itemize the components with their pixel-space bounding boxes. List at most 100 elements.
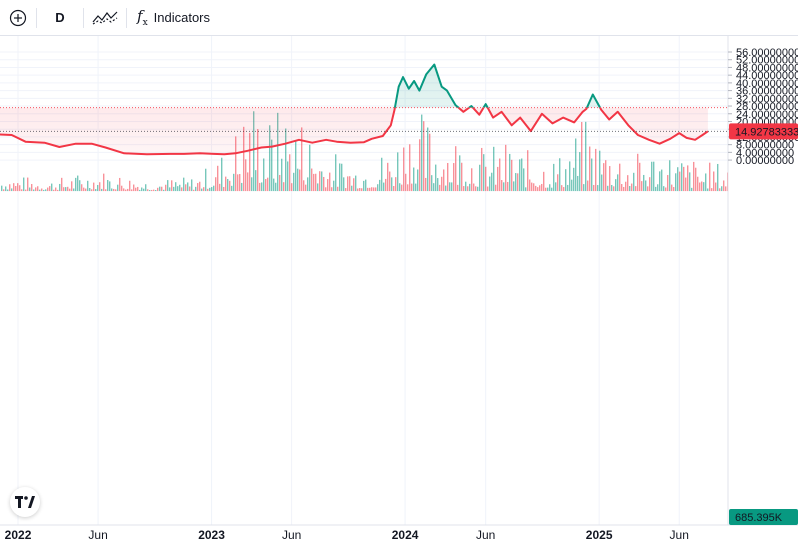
add-symbol-button[interactable] [0, 0, 36, 36]
volume-bar [647, 186, 649, 192]
volume-bar [255, 170, 257, 192]
chart-toolbar: D fx Indicators [0, 0, 798, 36]
volume-bar [261, 182, 263, 192]
volume-bar [471, 168, 473, 192]
volume-bar [251, 177, 253, 192]
volume-bar [449, 182, 451, 192]
volume-bar [227, 179, 229, 192]
volume-bar [189, 186, 191, 192]
price-chart[interactable]: 56.0000000052.0000000048.0000000044.0000… [0, 36, 798, 545]
volume-bar [289, 154, 291, 192]
x-tick-label: Jun [476, 528, 495, 542]
volume-bar [599, 150, 601, 192]
volume-bar [367, 187, 369, 192]
x-tick-label: Jun [670, 528, 689, 542]
volume-bar [105, 189, 107, 192]
volume-bar [687, 165, 689, 192]
volume-bar [403, 147, 405, 192]
tradingview-logo[interactable] [10, 487, 40, 517]
volume-bar [179, 184, 181, 192]
volume-bar [65, 187, 67, 192]
volume-bar [563, 187, 565, 192]
volume-bar [85, 188, 87, 192]
volume-bar [547, 187, 549, 192]
volume-bar [519, 159, 521, 192]
volume-bar [81, 184, 83, 192]
volume-bar [725, 186, 727, 192]
volume-bar [689, 172, 691, 192]
volume-bar [343, 177, 345, 192]
volume-bar [259, 182, 261, 192]
volume-bar [223, 186, 225, 192]
volume-bar [539, 185, 541, 192]
volume-bar [657, 184, 659, 192]
volume-bar [377, 184, 379, 192]
volume-bar [497, 166, 499, 192]
last-price-label: 14.92783333 [735, 126, 798, 138]
volume-bar [371, 187, 373, 192]
volume-bar [707, 188, 709, 192]
volume-bar [585, 121, 587, 192]
volume-bar [165, 184, 167, 192]
volume-bar [75, 177, 77, 192]
volume-bar [579, 152, 581, 192]
price-axis[interactable]: 56.0000000052.0000000048.0000000044.0000… [727, 36, 798, 525]
volume-bar [487, 186, 489, 192]
volume-bar [69, 188, 71, 192]
volume-bar [671, 184, 673, 192]
volume-bar [167, 180, 169, 192]
volume-bar [605, 160, 607, 192]
volume-bar [181, 187, 183, 192]
volume-bar [213, 185, 215, 192]
volume-bar [171, 180, 173, 192]
volume-bar [467, 186, 469, 192]
volume-bar [541, 183, 543, 192]
volume-bar [481, 147, 483, 192]
volume-bar [615, 179, 617, 192]
y-tick-label: 8.00000000 [736, 140, 794, 152]
volume-bar [127, 188, 129, 192]
volume-bar [525, 187, 527, 192]
x-tick-label: 2022 [5, 528, 32, 542]
volume-bar [637, 153, 639, 192]
volume-bar [121, 185, 123, 192]
volume-bar [477, 186, 479, 192]
volume-bar [325, 187, 327, 192]
volume-bar [169, 187, 171, 192]
volume-bar [327, 179, 329, 192]
time-axis[interactable]: 2022 Jun 2023 Jun 2024 Jun 2025 Jun [0, 524, 798, 542]
volume-bar [635, 186, 637, 192]
volume-bar [623, 186, 625, 192]
volume-bar [555, 182, 557, 192]
volume-label: 685.395K [735, 512, 783, 524]
interval-button[interactable]: D [55, 10, 65, 25]
volume-bar [399, 183, 401, 192]
volume-bar [33, 189, 35, 192]
volume-bar [99, 182, 101, 192]
volume-bar [431, 175, 433, 192]
volume-bar [177, 186, 179, 192]
volume-bar [349, 176, 351, 192]
compare-button[interactable] [84, 0, 126, 36]
volume-bar [625, 181, 627, 192]
volume-bar [387, 162, 389, 192]
volume-bar [535, 185, 537, 192]
indicators-button[interactable]: fx Indicators [127, 0, 220, 36]
volume-bar [573, 167, 575, 192]
volume-bar [373, 187, 375, 192]
toolbar-divider [126, 7, 127, 28]
volume-bar [473, 183, 475, 192]
volume-bar [509, 153, 511, 192]
volume-bar [277, 112, 279, 192]
volume-bar [249, 132, 251, 192]
volume-bar [669, 160, 671, 192]
volume-bar [383, 182, 385, 192]
volume-bar [129, 180, 131, 192]
volume-bar [339, 163, 341, 192]
volume-bar [453, 163, 455, 192]
volume-bar [173, 186, 175, 192]
volume-bar [119, 177, 121, 192]
volume-bar [491, 172, 493, 192]
volume-bar [19, 185, 21, 192]
volume-bar [577, 175, 579, 192]
